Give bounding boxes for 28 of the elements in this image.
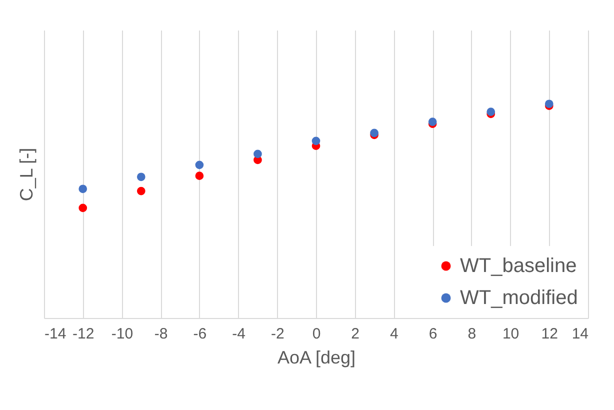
x-tick-label: 14 [572,326,588,342]
point [78,184,88,194]
legend-label: WT_modified [460,287,578,309]
x-tick-label: -2 [270,326,284,342]
point [195,172,204,180]
x-tick-label: 0 [312,326,321,342]
point [254,150,262,158]
x-axis-title: AoA [deg] [277,348,356,368]
point [78,204,88,212]
x-tick-label: 8 [468,326,476,342]
x-tick-label: -4 [232,326,246,342]
point [312,136,320,146]
x-tick-label: -6 [193,326,207,342]
point [136,172,146,182]
y-axis-title: C_L [-] [16,148,36,202]
point [136,186,146,196]
x-tick-label: 2 [351,326,360,342]
x-tick-label: 12 [541,326,558,342]
x-tick-label: -14 [44,326,66,342]
point [195,160,204,170]
x-tick-label: -8 [154,326,168,342]
x-tick-label: 4 [390,326,398,342]
x-tick-label: -12 [72,326,94,342]
point [486,108,496,116]
x-tick-label: 10 [502,326,520,342]
x-tick-label: 6 [428,326,438,342]
x-tick-label: -10 [111,326,134,342]
legend-label: WT_baseline [460,255,577,277]
